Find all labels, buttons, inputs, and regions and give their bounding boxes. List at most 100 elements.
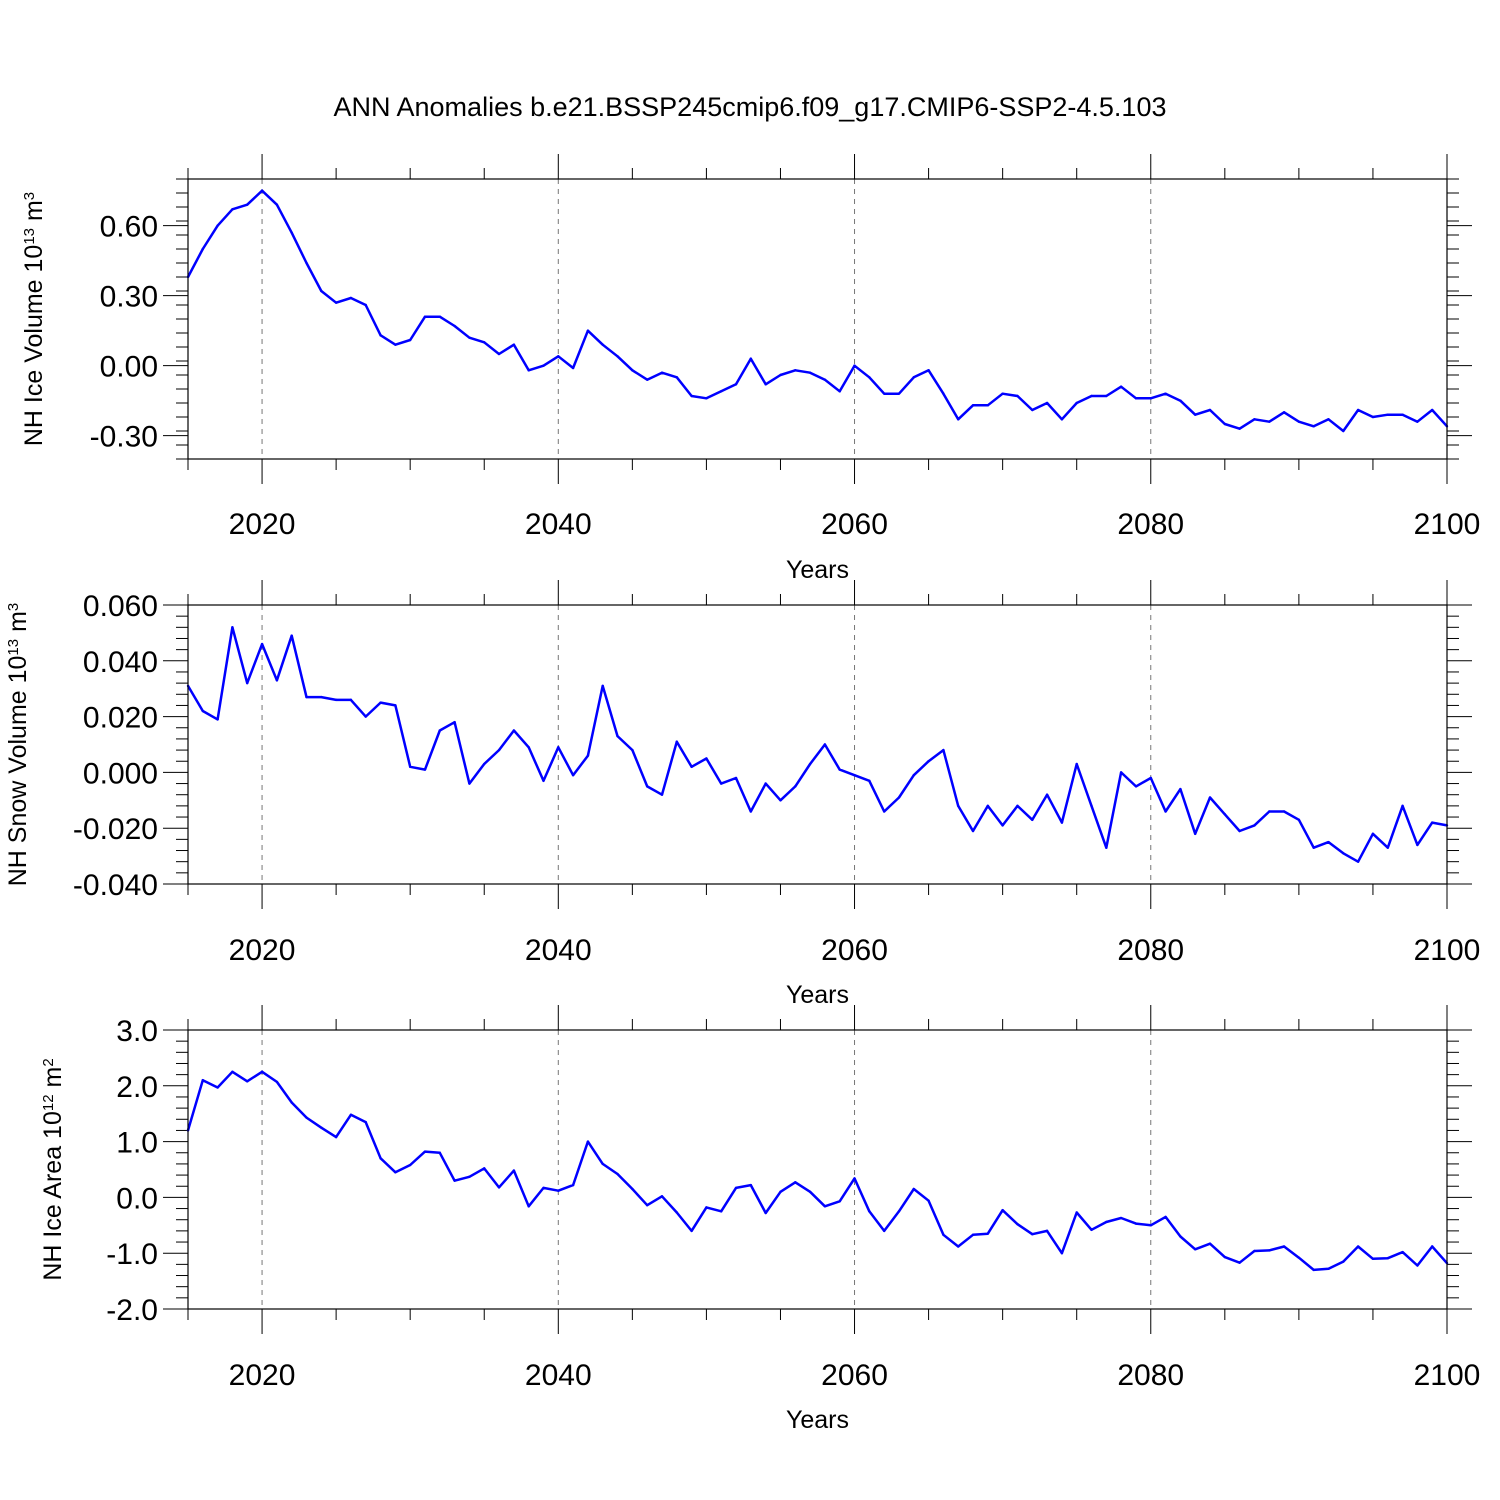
ice-area-data-point [438,1151,441,1154]
ice-volume-data-point [1208,408,1212,412]
ice-area-y-axis-title-part: 2 [40,1058,57,1066]
ice-volume-data-point [571,366,575,370]
ice-area-data-point [260,1070,264,1074]
ice-area-data-point [838,1200,841,1203]
snow-volume-y-axis-title-part: m [4,611,32,639]
ice-volume-data-point [379,334,382,337]
snow-volume-data-point [1031,818,1034,822]
snow-volume-data-point [868,779,871,782]
ice-area-data-point [986,1232,990,1235]
ice-volume-data-point [986,404,990,407]
snow-volume-data-point [231,626,234,629]
ice-volume-xtick-label: 2020 [229,508,296,541]
ice-area-ytick-label: 2.0 [116,1071,158,1104]
snow-volume-xtick-label: 2060 [821,934,888,967]
ice-volume-data-point [231,208,234,211]
snow-volume-data-point [394,704,397,707]
ice-area-data-point [808,1190,812,1194]
snow-volume-data-point [1045,793,1049,796]
snow-volume-data-point [334,698,338,702]
ice-volume-data-point [1238,427,1241,430]
ice-area-data-point [1371,1257,1375,1260]
snow-volume-data-point [379,701,382,704]
ice-area-y-axis-title: NH Ice Area 1012 m2 [39,1058,67,1280]
ice-volume-data-point [305,261,308,265]
ice-area-data-point [1356,1245,1360,1248]
ice-area-y-axis-title-part: 12 [40,1094,57,1111]
ice-volume-data-point [779,373,782,377]
ice-volume-data-point [349,296,353,300]
ice-area-ytick-label: -2.0 [106,1294,158,1327]
snow-volume-ytick-label: 0.060 [83,590,158,623]
snow-volume-y-axis-title-part: 13 [5,639,22,656]
snow-volume-data-point [260,642,264,646]
ice-area-ytick-label: 3.0 [116,1015,158,1048]
ice-volume-data-point [1016,394,1019,398]
ice-area-data-point [1268,1249,1271,1252]
ice-volume-data-point [1386,413,1389,416]
ice-volume-data-point [557,355,560,358]
ice-area-data-point [1001,1209,1004,1212]
ice-area-data-point [1253,1249,1256,1253]
snow-volume-data-point [927,760,930,763]
snow-volume-x-axis-title: Years [786,981,849,1009]
ice-area-data-point [216,1086,219,1089]
ice-area-y-axis-title-part: NH Ice Area 10 [39,1111,67,1281]
ice-area-data-point [453,1179,456,1182]
snow-volume-data-point [1149,776,1152,780]
ice-volume-data-point [957,418,960,421]
ice-area-data-point [1149,1224,1152,1227]
snow-volume-data-point [320,695,323,699]
snow-volume-data-point [1327,840,1330,844]
ice-volume-data-point [438,315,441,318]
ice-volume-data-point [1282,411,1286,414]
snow-volume-data-point [1238,829,1241,833]
snow-volume-data-point [720,782,723,785]
snow-volume-data-point [645,785,649,788]
ice-area-ytick-label: -1.0 [106,1238,158,1271]
ice-area-data-point [1105,1220,1108,1224]
ice-area-data-point [542,1186,545,1190]
snow-volume-data-point [1105,846,1108,849]
ice-volume-data-point [320,289,323,293]
snow-volume-ytick-label: -0.020 [73,813,158,846]
ice-area-data-point [586,1140,590,1143]
snow-volume-data-point [616,734,619,738]
ice-area-data-point [379,1157,382,1160]
snow-volume-data-point [764,782,767,785]
snow-volume-data-point [1134,785,1138,788]
snow-volume-xtick-label: 2040 [525,934,592,967]
ice-area-xtick-label: 2040 [525,1359,592,1392]
snow-volume-data-point [246,681,249,685]
ice-area-data-point [927,1199,930,1202]
snow-volume-data-point [1356,860,1360,863]
ice-area-series-line [186,1070,1448,1272]
snow-volume-data-point [631,748,634,752]
ice-volume-data-point [868,376,871,379]
ice-volume-ytick-label: 0.30 [100,281,158,314]
ice-volume-data-point [1356,408,1360,412]
ice-area-data-point [942,1233,945,1236]
snow-volume-data-point [1164,810,1167,813]
ice-volume-data-point [823,378,827,381]
ice-volume-data-point [897,392,901,395]
ice-volume-data-point [423,315,427,318]
ice-volume-data-point [542,364,545,367]
ice-volume-data-point [1045,401,1049,405]
snow-volume-data-point [1075,762,1078,766]
snow-volume-data-point [957,804,960,808]
snow-volume-data-point [971,829,975,833]
ice-volume-y-axis-title-part: m [20,200,48,228]
ice-volume-data-point [334,301,338,304]
ice-volume-data-point [660,371,664,374]
ice-volume-data-point [364,303,367,307]
ice-area-y-axis-title-part: m [39,1067,67,1095]
ice-volume-data-point [1105,394,1108,398]
snow-volume-data-point [571,773,575,777]
snow-volume-data-point [705,757,708,760]
snow-volume-y-axis-title-part: 3 [5,603,22,611]
ice-volume-data-point [675,376,678,379]
ice-volume-data-point [527,369,530,372]
ice-volume-data-point [1327,418,1330,421]
